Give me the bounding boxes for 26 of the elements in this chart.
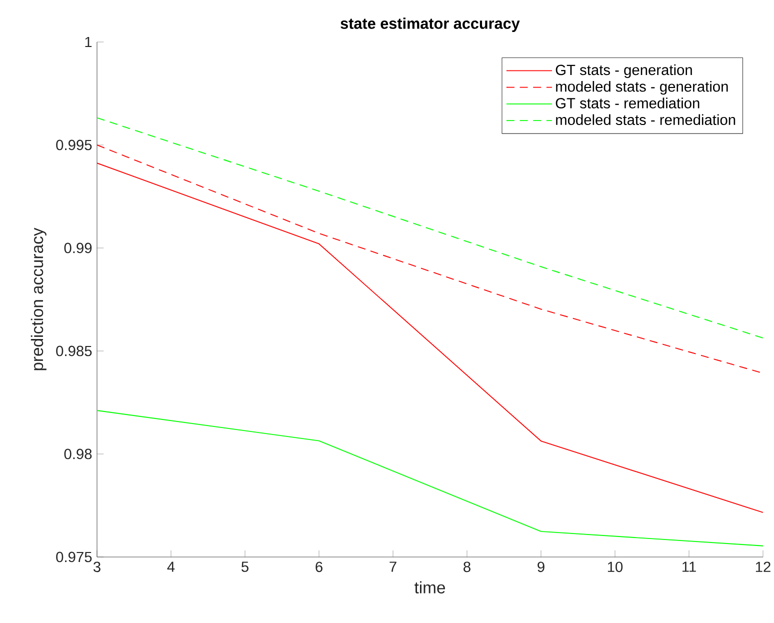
x-tick-label: 8 [464,562,470,572]
x-tick-label: 4 [167,562,175,572]
y-tick-label: 0.985 [56,346,92,356]
line-series [97,410,763,546]
y-tick-label: 0.98 [64,448,92,460]
x-tick-label: 6 [316,562,322,572]
line-series [97,162,763,513]
x-tick-label: 3 [93,562,100,572]
y-tick-label: 1 [85,36,92,48]
x-tick-label: 12 [756,562,770,572]
y-tick-label: 0.995 [56,140,92,150]
x-tick-label: 5 [242,562,248,572]
x-axis-title: time [414,581,446,594]
legend-label: GT stats - remediation [556,98,700,108]
x-tick-label: 9 [538,562,544,572]
legend-label: modeled stats - generation [556,81,728,95]
legend-label: GT stats - generation [556,64,692,78]
y-tick-label: 0.99 [64,242,92,254]
y-axis-title: prediction accuracy [30,228,46,370]
legend-label: modeled stats - remediation [556,114,736,126]
x-tick-label: 10 [608,562,623,572]
x-tick-label: 11 [682,562,696,572]
chart-title: state estimator accuracy [340,18,520,32]
y-tick-label: 0.975 [56,552,92,562]
x-tick-label: 7 [390,562,396,572]
line-series [97,144,763,374]
